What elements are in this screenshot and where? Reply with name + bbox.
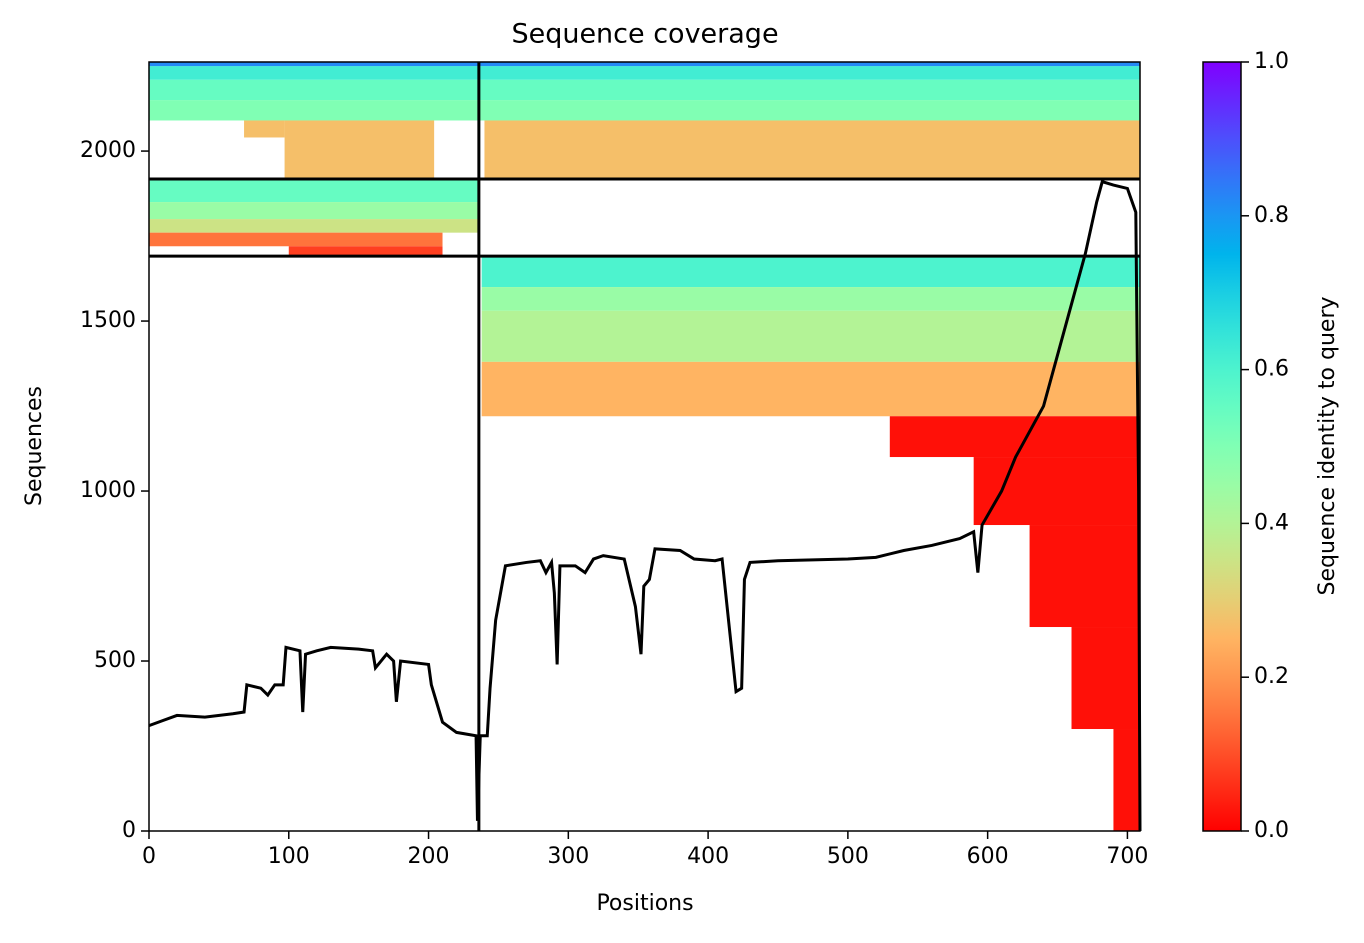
heatmap-cell	[478, 79, 1140, 101]
colorbar-tick-label: 0.4	[1254, 510, 1289, 535]
coverage-line	[148, 179, 1142, 832]
y-tick-label: 500	[94, 648, 136, 673]
x-tick-label: 700	[1106, 844, 1148, 869]
heatmap-cell	[149, 100, 479, 121]
heatmap-cell	[478, 66, 1140, 80]
heatmap-cell	[1113, 729, 1140, 831]
heatmap-cell	[889, 416, 1140, 458]
colorbar-tick-label: 0.0	[1254, 818, 1289, 843]
heatmap-cell	[149, 178, 479, 203]
heatmap-cell	[481, 256, 1140, 288]
colorbar-tick-label: 0.6	[1254, 357, 1289, 382]
heatmap-cell	[244, 120, 285, 138]
x-tick-label: 500	[827, 844, 869, 869]
heatmap-cell	[1029, 525, 1140, 628]
heatmap-cell	[478, 100, 1140, 121]
heatmap-cell	[149, 66, 479, 80]
heatmap-cell	[481, 287, 1140, 311]
heatmap-cell	[481, 361, 1140, 417]
colorbar-tick-label: 0.2	[1254, 664, 1289, 689]
x-axis-label: Positions	[596, 891, 693, 916]
chart-title: Sequence coverage	[511, 19, 778, 50]
heatmap-cell	[284, 120, 435, 179]
heatmap-cell	[149, 232, 443, 247]
y-axis-label: Sequences	[22, 386, 47, 506]
x-tick-label: 200	[408, 844, 450, 869]
heatmap-cell	[149, 62, 479, 67]
heatmap-cell	[149, 219, 479, 233]
heatmap-cell	[149, 202, 479, 220]
colorbar	[1202, 61, 1242, 832]
colorbar-tick-label: 0.8	[1254, 203, 1289, 228]
x-tick-label: 600	[967, 844, 1009, 869]
x-tick-label: 300	[547, 844, 589, 869]
plot-frame	[148, 61, 1141, 832]
y-tick-label: 1500	[80, 308, 136, 333]
heatmap-cell	[288, 246, 443, 257]
heatmap-cell	[1071, 627, 1140, 730]
heatmap-cell	[973, 457, 1140, 526]
colorbar-tick-label: 1.0	[1254, 49, 1289, 74]
heatmap-cell	[481, 310, 1140, 362]
y-tick-label: 1000	[80, 478, 136, 503]
heatmap-cell	[149, 79, 479, 101]
heatmap-cell	[484, 120, 1141, 179]
colorbar-label: Sequence identity to query	[1315, 296, 1340, 595]
x-tick-label: 400	[687, 844, 729, 869]
y-tick-label: 2000	[80, 138, 136, 163]
x-tick-label: 0	[142, 844, 156, 869]
heatmap-cell	[478, 62, 1140, 67]
y-tick-label: 0	[122, 818, 136, 843]
x-tick-label: 100	[268, 844, 310, 869]
